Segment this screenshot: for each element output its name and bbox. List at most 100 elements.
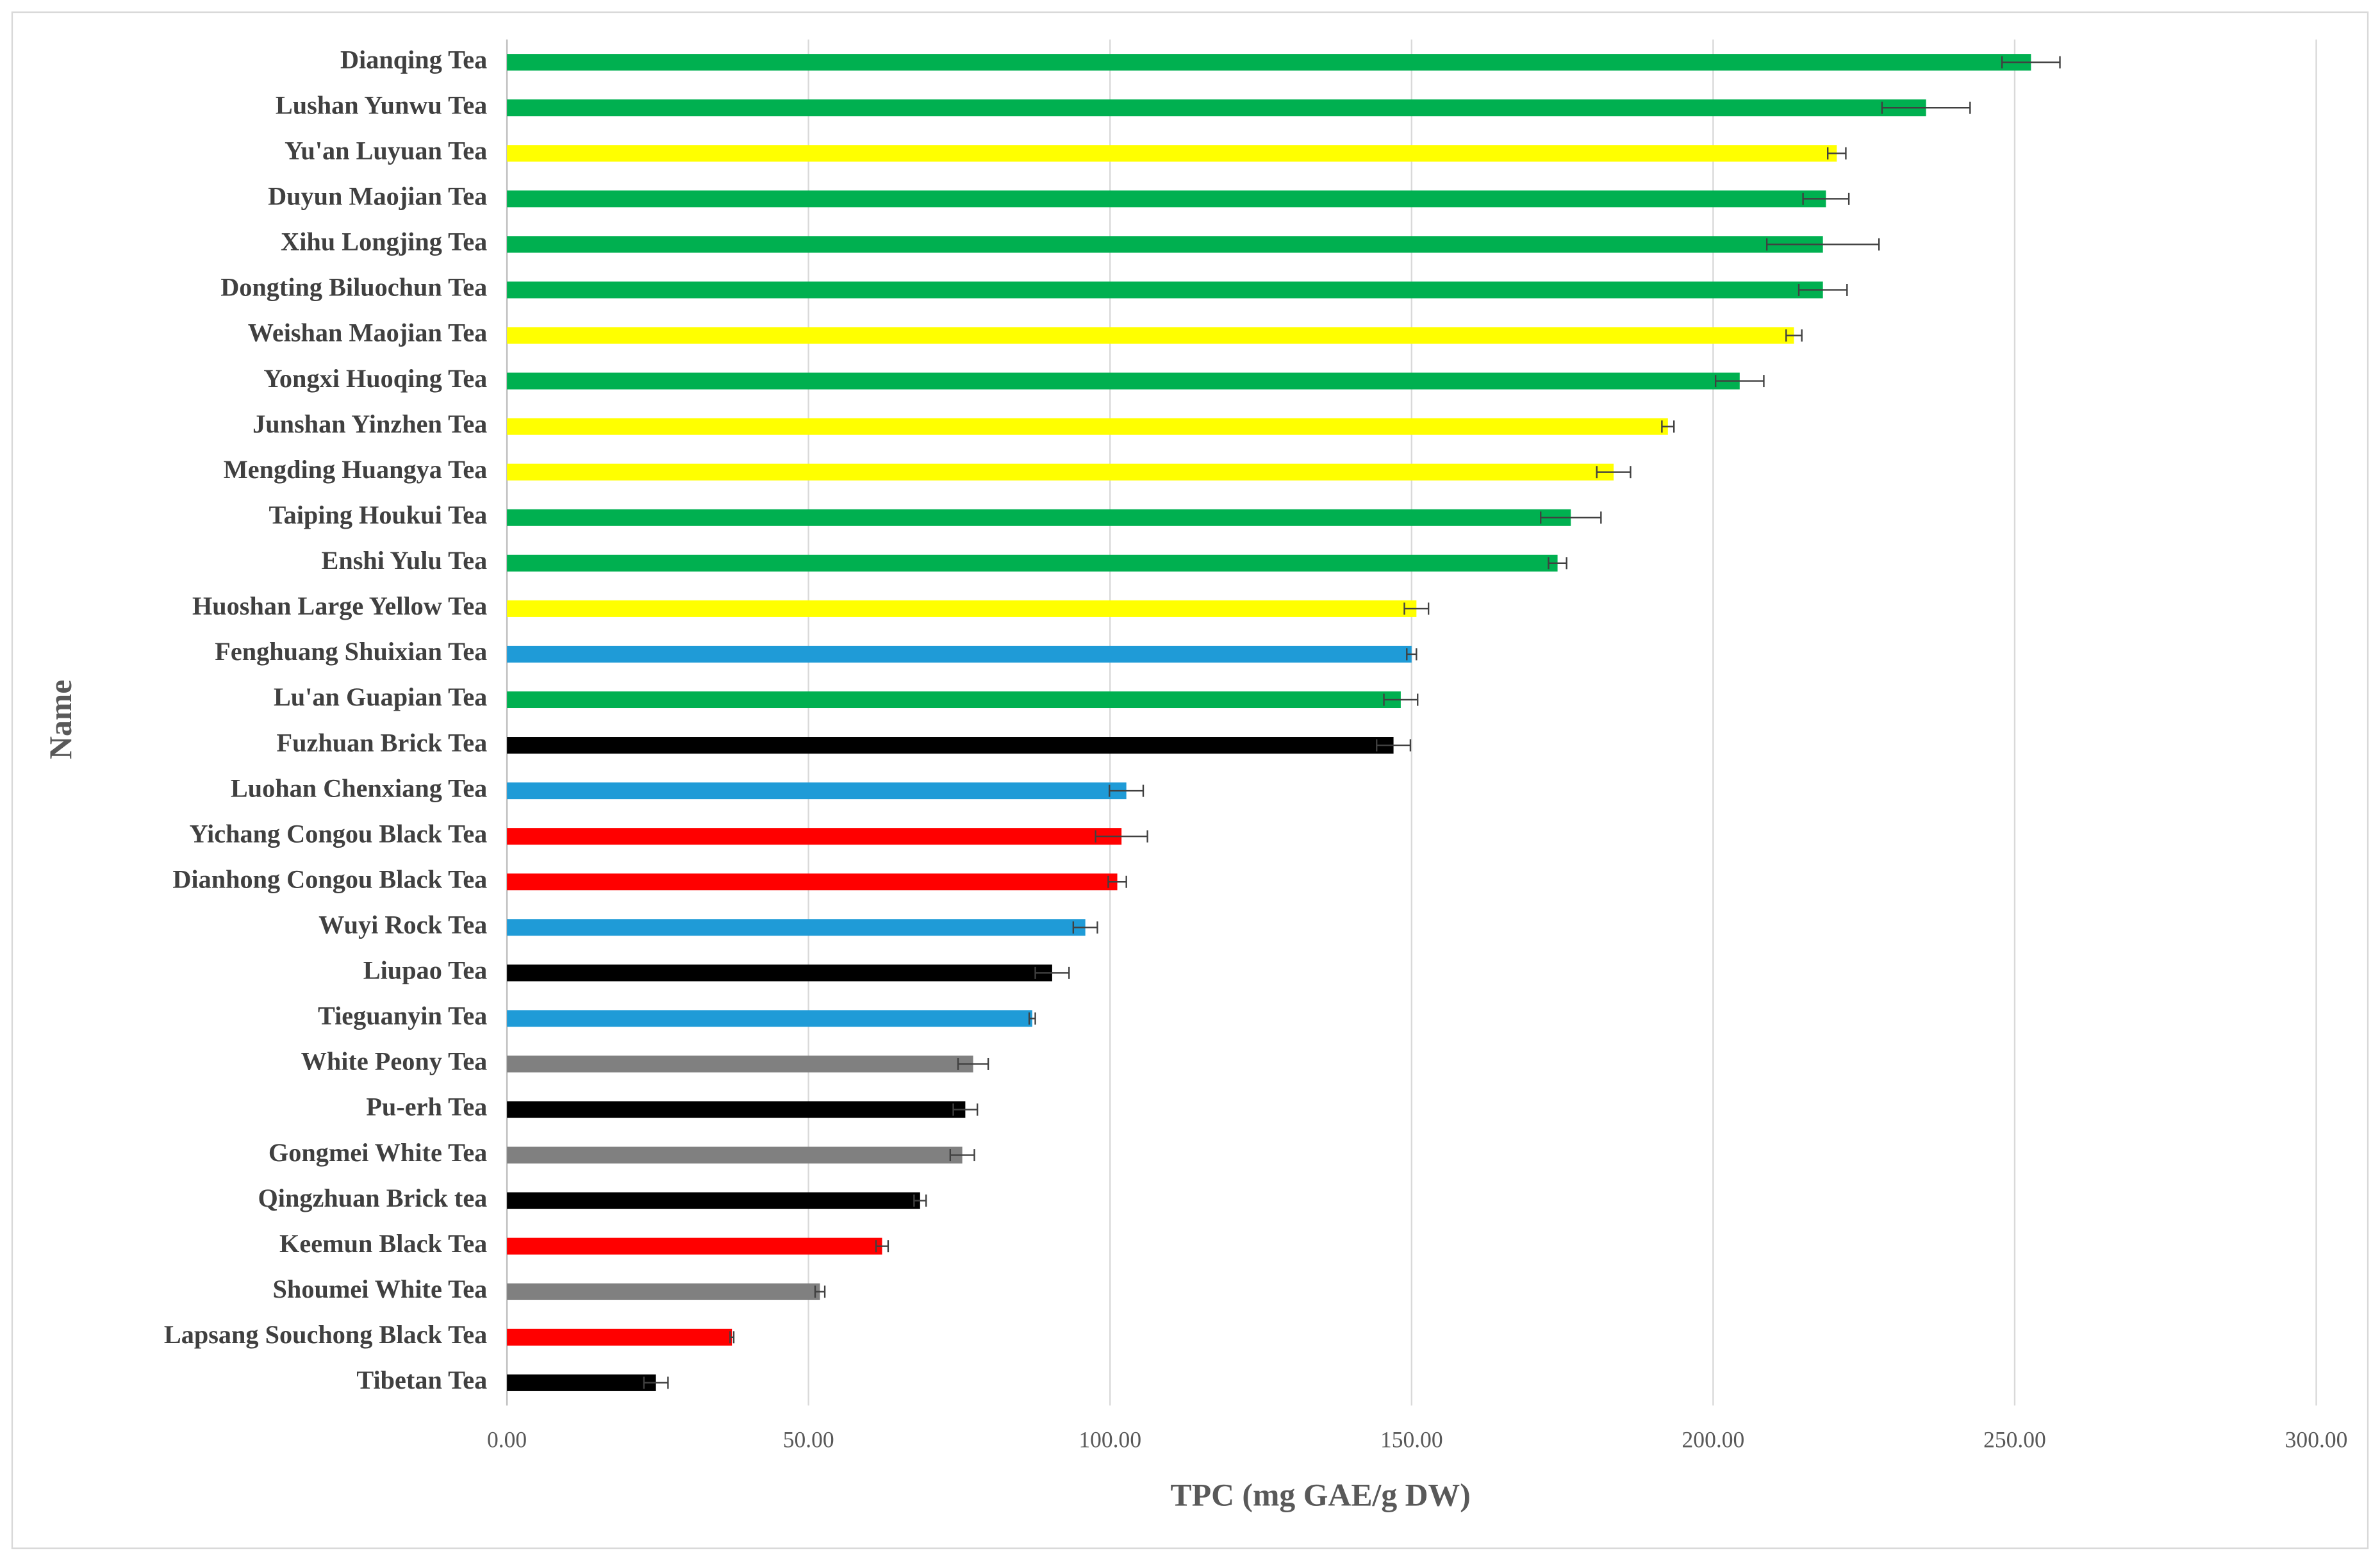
bar <box>507 1328 732 1346</box>
error-bar <box>1714 375 1765 388</box>
bar <box>507 1374 656 1391</box>
grid: 0.00 50.00 100.00 150.00 200.00 250.00 300.00 <box>487 39 2348 1452</box>
y-tick-label: Pu-erh Tea <box>366 1093 487 1121</box>
y-tick-label: Taiping Houkui Tea <box>269 500 487 529</box>
y-tick-label: Xihu Longjing Tea <box>281 227 487 256</box>
bar <box>507 1192 920 1209</box>
y-tick-label: Tibetan Tea <box>356 1366 487 1394</box>
y-tick-label: Liupao Tea <box>363 956 488 985</box>
x-tick-label: 100.00 <box>1078 1426 1141 1452</box>
y-tick-label: Mengding Huangya Tea <box>224 455 488 484</box>
bar <box>507 236 1823 253</box>
error-bar <box>957 1057 989 1070</box>
error-bar <box>1376 739 1412 752</box>
error-bar <box>1596 466 1632 479</box>
y-tick-label: Shoumei White Tea <box>273 1275 488 1303</box>
y-tick-label: Enshi Yulu Tea <box>321 546 487 575</box>
y-tick-label: White Peony Tea <box>301 1047 488 1076</box>
bar <box>507 54 2031 71</box>
bar <box>507 919 1086 936</box>
bar <box>507 828 1122 845</box>
bar <box>507 1146 963 1164</box>
error-bar <box>949 1149 975 1162</box>
error-bar <box>952 1103 979 1116</box>
bar <box>507 418 1668 435</box>
bar <box>507 964 1052 982</box>
y-tick-label: Gongmei White Tea <box>269 1138 487 1167</box>
y-tick-label: Duyun Maojian Tea <box>268 182 487 211</box>
error-bar <box>1383 693 1419 706</box>
y-tick-label: Qingzhuan Brick tea <box>258 1184 488 1212</box>
bar <box>507 1283 820 1300</box>
bar <box>507 782 1127 800</box>
bar <box>507 737 1394 754</box>
y-tick-label: Tieguanyin Tea <box>318 1002 487 1030</box>
bar <box>507 1010 1032 1027</box>
error-bar <box>814 1285 826 1298</box>
x-tick-label: 0.00 <box>487 1426 527 1452</box>
bar <box>507 99 1926 117</box>
error-bar <box>1661 420 1675 433</box>
bar <box>507 327 1794 344</box>
bar <box>507 372 1740 390</box>
x-axis-title: TPC (mg GAE/g DW) <box>1171 1477 1471 1512</box>
error-bar <box>1797 283 1848 296</box>
error-bar <box>875 1240 889 1253</box>
error-bar <box>2001 56 2061 69</box>
x-tick-label: 300.00 <box>2285 1426 2348 1452</box>
error-bar <box>643 1376 669 1389</box>
error-bar <box>1028 1012 1036 1025</box>
x-tick-label: 250.00 <box>1983 1426 2046 1452</box>
y-tick-label: Yu'an Luyuan Tea <box>285 136 487 165</box>
error-bar <box>913 1194 927 1207</box>
x-tick-label: 200.00 <box>1682 1426 1745 1452</box>
y-tick-label: Yichang Congou Black Tea <box>189 819 487 848</box>
y-tick-label: Lushan Yunwu Tea <box>276 90 487 119</box>
error-bar <box>1765 238 1880 251</box>
y-tick-label: Keemun Black Tea <box>279 1229 487 1258</box>
error-bar <box>1881 101 1971 114</box>
y-tick-label: Wuyi Rock Tea <box>318 911 487 939</box>
bar <box>507 645 1412 663</box>
y-tick-label: Huoshan Large Yellow Tea <box>192 591 487 620</box>
x-tick-label: 150.00 <box>1380 1426 1443 1452</box>
y-tick-label: Lapsang Souchong Black Tea <box>164 1320 487 1349</box>
bar <box>507 554 1558 572</box>
error-bar <box>1540 511 1602 524</box>
error-bar <box>1109 784 1145 797</box>
error-bar <box>729 1331 735 1344</box>
bar <box>507 873 1118 891</box>
bar <box>507 1101 966 1118</box>
y-tick-label: Dongting Biluochun Tea <box>220 273 487 302</box>
y-tick-label: Dianhong Congou Black Tea <box>172 864 487 893</box>
y-tick-label: Lu'an Guapian Tea <box>274 682 487 711</box>
y-tick-label: Junshan Yinzhen Tea <box>252 409 487 438</box>
bar <box>507 600 1417 617</box>
y-tick-label: Fenghuang Shuixian Tea <box>215 637 487 666</box>
x-tick-label: 50.00 <box>783 1426 834 1452</box>
y-tick-label: Fuzhuan Brick Tea <box>277 728 488 757</box>
error-bar <box>1406 648 1417 661</box>
bar <box>507 463 1614 481</box>
bar <box>507 281 1823 299</box>
error-bar <box>1548 557 1567 570</box>
chart-frame <box>11 11 2369 1549</box>
bar <box>507 509 1571 526</box>
y-tick-label: Weishan Maojian Tea <box>248 318 488 347</box>
bars: Dianqing Tea Lushan Yunwu Tea Yu'an Luyuan… <box>164 45 2061 1394</box>
y-tick-label: Yongxi Huoqing Tea <box>263 364 487 393</box>
error-bar <box>1785 329 1803 342</box>
bar <box>507 691 1401 709</box>
error-bar <box>1802 192 1850 205</box>
error-bar <box>1034 966 1070 979</box>
error-bar <box>1107 875 1127 888</box>
bar <box>507 1237 882 1255</box>
bar <box>507 145 1837 162</box>
error-bar <box>1827 147 1847 160</box>
bar <box>507 190 1826 208</box>
error-bar <box>1095 830 1148 843</box>
bar <box>507 1055 973 1073</box>
error-bar <box>1072 921 1098 934</box>
y-axis-title: Name <box>43 680 78 759</box>
